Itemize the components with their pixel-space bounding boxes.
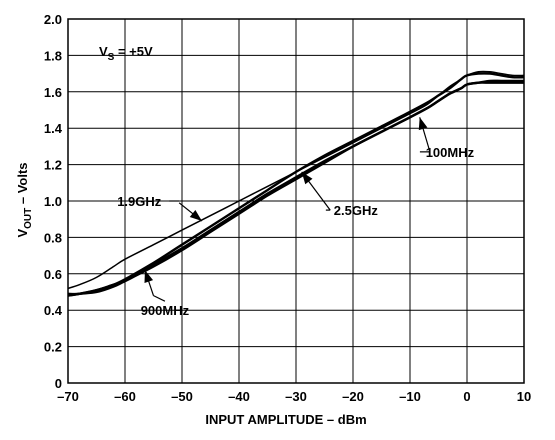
y-tick-label: 1.4 bbox=[44, 121, 63, 136]
grid bbox=[67, 18, 525, 384]
x-tick-label: 0 bbox=[463, 389, 470, 404]
y-tick-label: 0.2 bbox=[44, 340, 62, 355]
series-line-1-9ghz bbox=[67, 70, 525, 290]
plot-frame bbox=[67, 18, 525, 384]
x-tick-labels: –70 –60 –50 –40 –30 –20 –10 0 10 bbox=[57, 389, 531, 404]
x-tick-label: –10 bbox=[399, 389, 421, 404]
x-tick-label: –60 bbox=[114, 389, 136, 404]
y-tick-label: 0.4 bbox=[44, 303, 63, 318]
y-tick-label: 1.8 bbox=[44, 48, 62, 63]
series-line-900mhz bbox=[67, 72, 525, 296]
callout-900mhz: 900MHz bbox=[141, 269, 190, 318]
callout-1-9ghz: 1.9GHz bbox=[117, 194, 203, 222]
arrow-head-icon bbox=[301, 171, 313, 185]
y-tick-labels: 0 0.2 0.4 0.6 0.8 1.0 1.2 1.4 1.6 1.8 2.0 bbox=[44, 12, 63, 391]
callout-label: 1.9GHz bbox=[117, 194, 162, 209]
arrow-head-icon bbox=[144, 270, 154, 283]
x-tick-label: –30 bbox=[285, 389, 307, 404]
y-tick-label: 1.6 bbox=[44, 85, 62, 100]
x-axis-label: INPUT AMPLITUDE – dBm bbox=[205, 412, 366, 427]
callouts: 1.9GHz 900MHz 2.5GHz 100MHz bbox=[117, 117, 475, 318]
series-layer bbox=[67, 70, 525, 297]
y-tick-label: 0.8 bbox=[44, 230, 62, 245]
x-tick-label: –50 bbox=[171, 389, 193, 404]
x-tick-label: –20 bbox=[342, 389, 364, 404]
callout-leader bbox=[153, 295, 166, 302]
y-tick-label: 0.6 bbox=[44, 267, 62, 282]
callout-label: 100MHz bbox=[426, 145, 475, 160]
y-tick-label: 1.0 bbox=[44, 194, 62, 209]
y-tick-label: 1.2 bbox=[44, 158, 62, 173]
callout-label: 900MHz bbox=[141, 303, 190, 318]
callout-100mhz: 100MHz bbox=[418, 117, 475, 160]
callout-label: 2.5GHz bbox=[334, 203, 379, 218]
y-tick-label: 2.0 bbox=[44, 12, 62, 27]
x-tick-label: –70 bbox=[57, 389, 79, 404]
vs-annotation: VS = +5V bbox=[99, 44, 153, 63]
x-tick-label: 10 bbox=[517, 389, 531, 404]
y-axis-label: VOUT – Volts bbox=[15, 162, 34, 237]
callout-2-5ghz: 2.5GHz bbox=[301, 171, 379, 218]
arrow-head-icon bbox=[189, 210, 202, 222]
arrow-head-icon bbox=[418, 117, 428, 131]
series-line-100mhz bbox=[67, 79, 524, 297]
x-tick-label: –40 bbox=[228, 389, 250, 404]
y-tick-label: 0 bbox=[55, 376, 62, 391]
